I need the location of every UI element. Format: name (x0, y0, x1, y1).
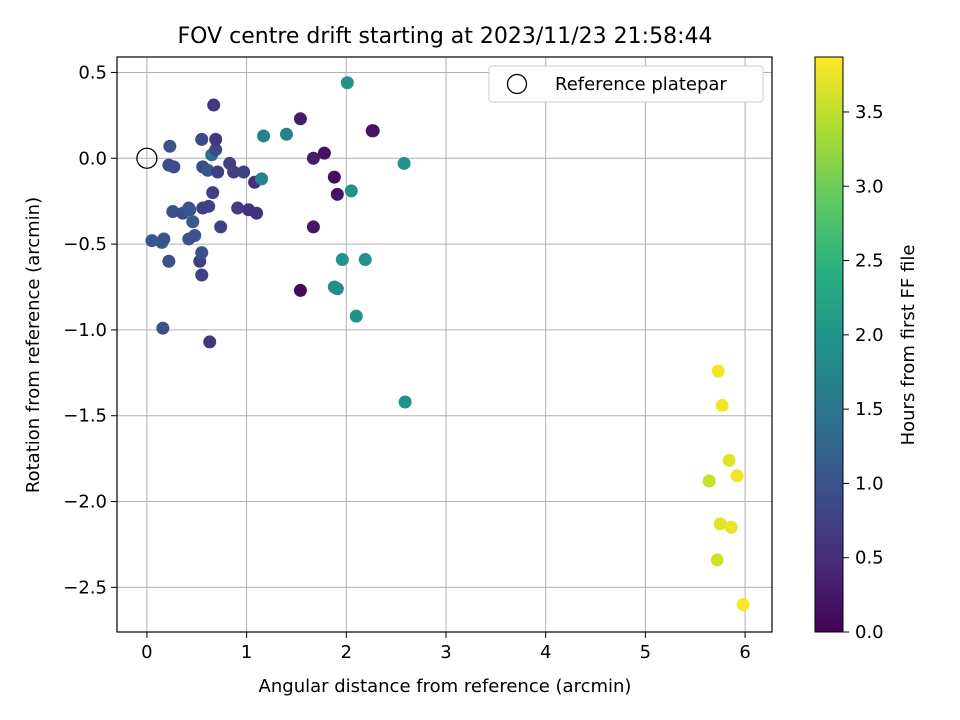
colorbar-tick-label: 2.5 (855, 251, 884, 272)
data-point (306, 151, 320, 165)
colorbar-ticks: 0.0 0.5 1.0 1.5 2.0 2.5 3.0 3.5 (843, 102, 884, 643)
data-point (293, 112, 307, 126)
y-axis-label: Rotation from reference (arcmin) (23, 197, 44, 493)
x-tick-label: 3 (440, 642, 451, 663)
reference-marker-layer (136, 147, 158, 169)
colorbar-tick-label: 0.5 (855, 548, 884, 569)
legend-box (488, 65, 764, 103)
data-point (715, 398, 729, 412)
data-point (358, 253, 372, 267)
data-point (255, 172, 269, 186)
data-point (257, 129, 271, 143)
data-point (335, 253, 349, 267)
data-point (195, 132, 209, 146)
y-tick-label: −1.0 (63, 320, 107, 341)
y-tick-label: −2.5 (63, 577, 107, 598)
data-point (207, 98, 221, 112)
x-tick-label: 2 (341, 642, 352, 663)
data-point (157, 232, 171, 246)
x-axis-label: Angular distance from reference (arcmin) (259, 676, 632, 697)
colorbar-tick-label: 1.5 (855, 399, 884, 420)
y-tick-label: 0.5 (78, 62, 107, 83)
data-point (710, 553, 724, 567)
data-point (145, 234, 159, 248)
data-point (211, 165, 225, 179)
data-point (186, 215, 200, 229)
data-point (214, 220, 228, 234)
chart-title: FOV centre drift starting at 2023/11/23 … (178, 24, 713, 49)
data-point (202, 199, 216, 213)
data-point (237, 165, 251, 179)
data-point (711, 364, 725, 378)
x-tick-label: 6 (739, 642, 750, 663)
data-point (736, 598, 750, 612)
colorbar (814, 56, 844, 633)
data-point (209, 132, 223, 146)
data-point (344, 184, 358, 198)
x-tick-label: 0 (141, 642, 152, 663)
data-point (163, 139, 177, 153)
data-point (188, 229, 202, 243)
colorbar-tick-label: 3.0 (855, 176, 884, 197)
y-tick-label: −1.5 (63, 406, 107, 427)
data-point (330, 187, 344, 201)
data-point (183, 203, 197, 217)
data-point (167, 160, 181, 174)
data-point (398, 395, 412, 409)
data-point (231, 201, 245, 215)
colorbar-label: Hours from first FF file (898, 245, 919, 446)
y-axis-ticks: 0.5 0.0 −0.5 −1.0 −1.5 −2.0 −2.5 (63, 62, 117, 598)
x-axis-ticks: 0 1 2 3 4 5 6 (141, 632, 751, 663)
data-point (195, 246, 209, 260)
data-point (156, 321, 170, 335)
plot-frame (116, 56, 773, 633)
data-point (397, 156, 411, 170)
data-points (145, 76, 750, 612)
y-tick-label: −2.0 (63, 492, 107, 513)
y-tick-label: −0.5 (63, 234, 107, 255)
x-tick-label: 4 (540, 642, 551, 663)
data-point (349, 309, 363, 323)
legend-label: Reference platepar (555, 74, 727, 95)
data-point (306, 220, 320, 234)
data-point (724, 520, 738, 534)
data-point (330, 282, 344, 296)
y-tick-label: 0.0 (78, 148, 107, 169)
x-tick-label: 1 (241, 642, 252, 663)
data-point (722, 453, 736, 467)
data-point (317, 146, 331, 160)
colorbar-tick-label: 2.0 (855, 325, 884, 346)
data-point (279, 127, 293, 141)
data-point (201, 163, 215, 177)
data-point (203, 335, 217, 349)
reference-platepar-marker (136, 147, 158, 169)
data-point (209, 143, 223, 157)
colorbar-tick-label: 3.5 (855, 102, 884, 123)
data-point (702, 474, 716, 488)
grid-lines (117, 57, 772, 632)
colorbar-tick-label: 1.0 (855, 473, 884, 494)
colorbar-tick-label: 0.0 (855, 622, 884, 643)
data-point (340, 76, 354, 90)
data-point (293, 283, 307, 297)
data-point (162, 254, 176, 268)
data-point (250, 206, 264, 220)
legend-reference-marker (506, 73, 528, 95)
data-point (206, 186, 220, 200)
legend: Reference platepar (488, 65, 764, 103)
data-point (366, 124, 380, 138)
data-point (195, 268, 209, 282)
data-point (730, 469, 744, 483)
data-point (166, 204, 180, 218)
data-point (227, 165, 241, 179)
x-tick-label: 5 (640, 642, 651, 663)
data-point (713, 517, 727, 531)
data-point (327, 170, 341, 184)
